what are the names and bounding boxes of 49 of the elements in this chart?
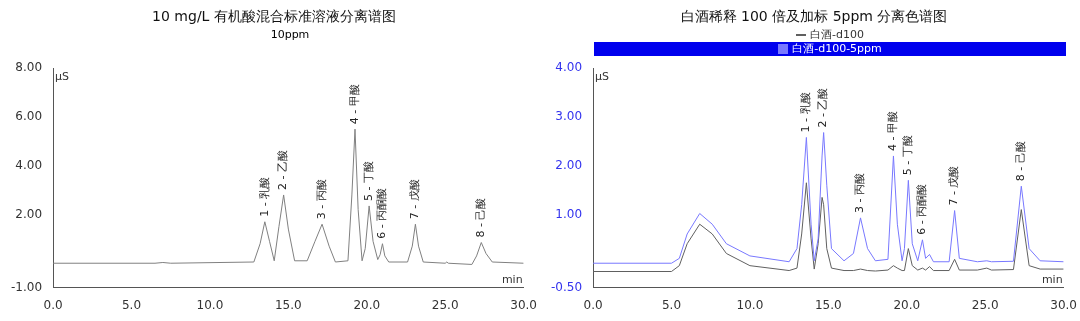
y-tick-label: 4.00 [15,157,43,172]
x-tick-label: 5.0 [661,297,682,312]
x-tick-label: 10.0 [736,297,764,312]
chart-subtitle: 10ppm [269,28,311,42]
chart-title: 10 mg/L 有机酸混合标准溶液分离谱图 [151,8,397,26]
y-tick-label: 8.00 [15,60,43,75]
annotation: 4 - 甲酸 [347,84,361,125]
y-tick-label: 3.00 [555,109,583,124]
y-tick-label: 2.00 [15,206,43,221]
x-axis-title: min [501,272,523,286]
annotation: 1 - 乳酸 [799,92,813,133]
x-tick-label: 10.0 [196,297,224,312]
x-tick-label: 25.0 [431,297,459,312]
annotation: 8 - 己酸 [474,197,488,238]
annotation: 6 - 丙酮酸 [375,187,389,239]
x-axis-title: min [1041,272,1063,286]
x-tick-label: 15.0 [274,297,302,312]
x-tick-label: 0.0 [583,297,603,312]
y-tick-label: 2.00 [555,157,583,172]
x-tick-label: 5.0 [121,297,142,312]
x-tick-label: 25.0 [971,297,999,312]
x-tick-label: 0.0 [43,297,63,312]
annotation: 3 - 丙酸 [314,179,328,220]
x-tick-label: 20.0 [893,297,921,312]
y-tick-label: -1.00 [10,279,43,294]
y-tick-label: -0.50 [550,279,583,294]
y-axis-title: µS [595,69,610,83]
chart-title: 白酒稀释 100 倍及加标 5ppm 分离色谱图 [679,8,949,26]
annotation: 1 - 乳酸 [257,176,271,217]
x-tick-label: 15.0 [814,297,842,312]
y-tick-label: 1.00 [555,206,583,221]
annotation: 5 - 丁酸 [901,135,915,176]
annotation: 7 - 戊酸 [947,165,961,206]
legend-label: 白酒-d100 [809,28,865,42]
y-axis-title: µS [55,69,70,83]
y-tick-label: 6.00 [15,109,43,124]
annotation: 2 - 乙酸 [276,150,290,190]
x-tick-label: 30.0 [1050,297,1077,312]
legend-label: 白酒-d100-5ppm [594,42,1066,56]
y-tick-label: 4.00 [555,60,583,75]
annotation: 4 - 甲酸 [886,110,900,151]
x-tick-label: 20.0 [353,297,381,312]
annotation: 6 - 丙酮酸 [915,183,929,235]
annotation: 3 - 丙酸 [853,172,867,213]
x-tick-label: 30.0 [510,297,537,312]
annotation: 7 - 戊酸 [408,179,422,220]
annotation: 5 - 丁酸 [361,160,375,201]
annotation: 2 - 乙酸 [816,87,830,128]
annotation: 8 - 己酸 [1014,141,1028,182]
